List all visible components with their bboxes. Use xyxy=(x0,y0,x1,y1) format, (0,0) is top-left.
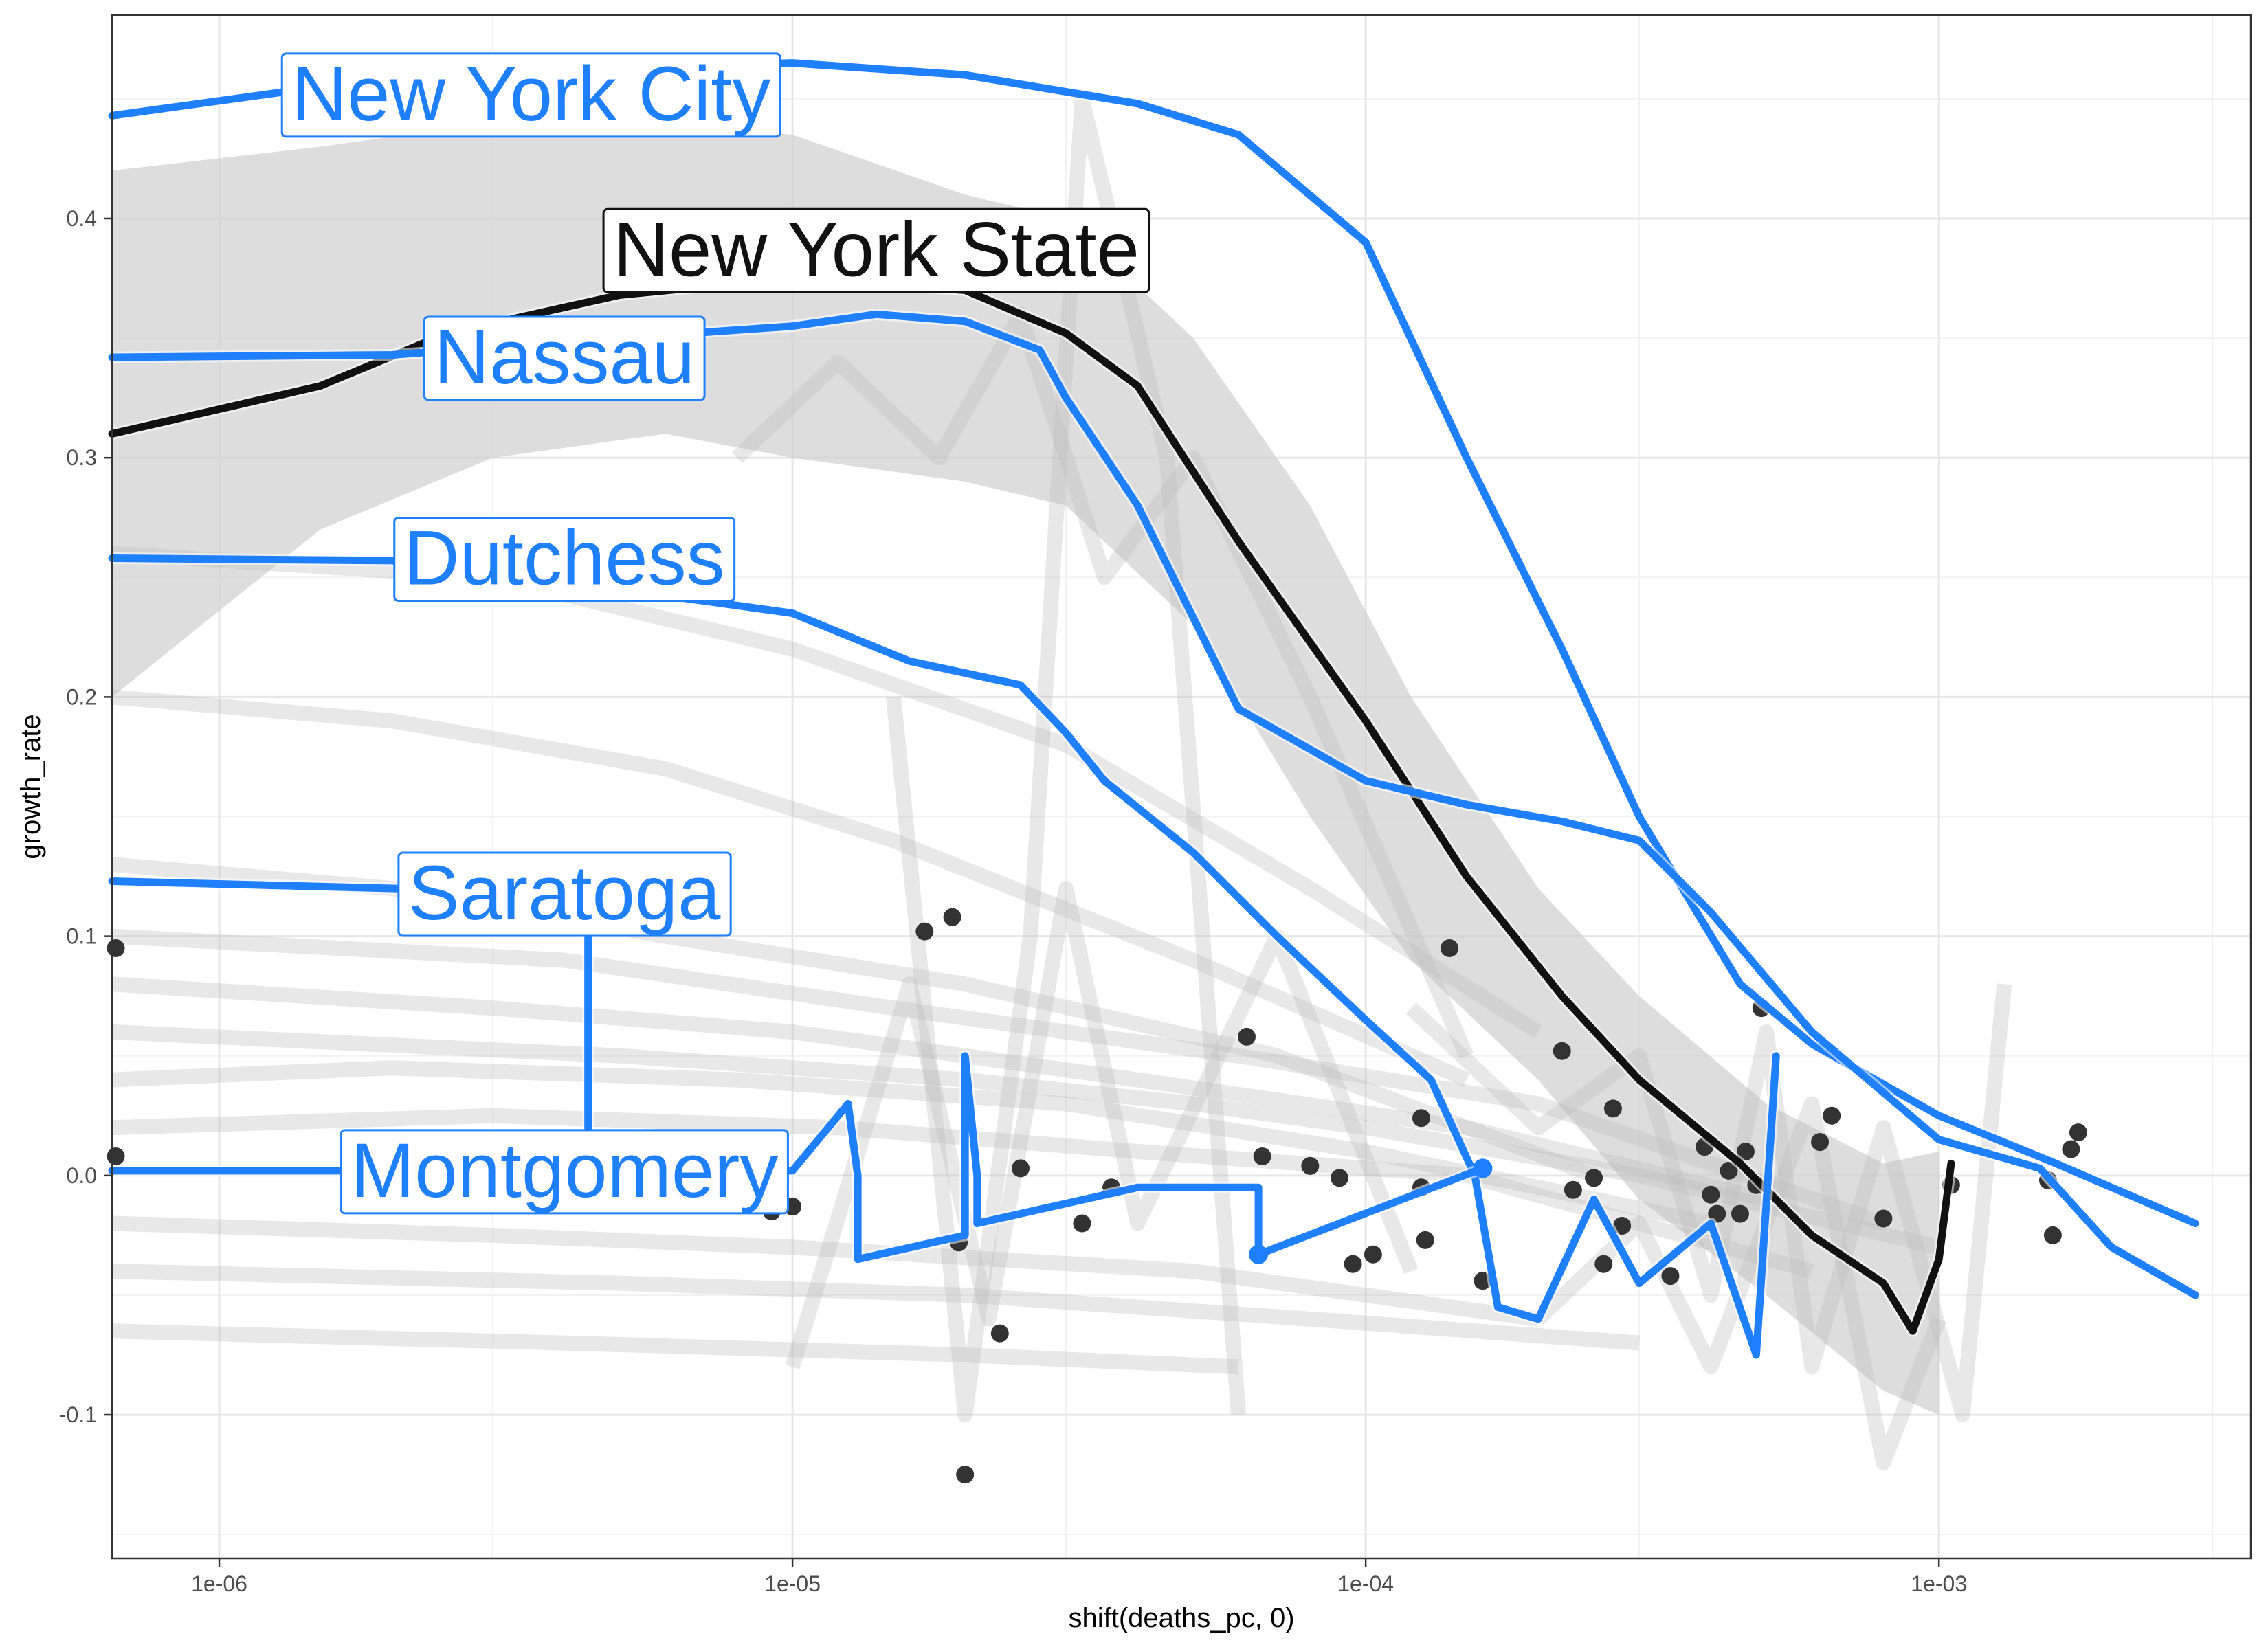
data-point xyxy=(1330,1169,1348,1187)
data-point xyxy=(990,1324,1009,1343)
y-tick-label: 0.3 xyxy=(67,445,97,470)
background-series-line xyxy=(111,1024,1941,1255)
data-point xyxy=(1594,1255,1613,1273)
series-label-text-nassau: Nassau xyxy=(434,314,695,400)
series-label-text-saratoga: Saratoga xyxy=(408,850,721,936)
series-label-nassau: Nassau xyxy=(423,314,706,401)
series-label-box-dutchess xyxy=(393,516,736,602)
data-point xyxy=(1344,1255,1362,1273)
y-tick-label: 0.2 xyxy=(67,684,97,709)
background-series-line xyxy=(111,1108,1814,1279)
series-label-box-new-york-state xyxy=(602,207,1150,293)
data-point xyxy=(1238,1027,1256,1046)
data-point xyxy=(1585,1169,1603,1187)
background-series-line xyxy=(111,1323,1239,1375)
series-label-text-montgomery: Montgomery xyxy=(351,1128,778,1213)
series-label-box-saratoga xyxy=(397,851,732,937)
x-tick-label: 1e-05 xyxy=(764,1571,821,1596)
background-series-line xyxy=(111,1264,1640,1351)
data-point xyxy=(1553,1042,1571,1060)
data-point xyxy=(1874,1209,1893,1228)
x-tick-label: 1e-03 xyxy=(1911,1571,1967,1596)
y-axis-title: growth_rate xyxy=(16,714,46,859)
series-line-new-york-state xyxy=(108,274,1955,1335)
data-point xyxy=(1441,939,1459,958)
data-point xyxy=(1736,1143,1755,1161)
data-point xyxy=(1823,1106,1841,1125)
background-series-line xyxy=(111,928,1887,1231)
data-point xyxy=(1661,1267,1680,1286)
series-line-nassau xyxy=(108,310,2199,1299)
y-tick-label: 0.4 xyxy=(67,206,97,231)
series-label-text-new-york-state: New York State xyxy=(613,206,1139,292)
data-point xyxy=(1603,1099,1622,1118)
series-endpoint-montgomery xyxy=(1249,1244,1269,1264)
series-line-montgomery xyxy=(108,1052,1487,1264)
x-tick-label: 1e-06 xyxy=(191,1571,247,1596)
data-point xyxy=(1012,1159,1030,1178)
background-series-line xyxy=(111,1215,1539,1327)
background-series-line xyxy=(731,306,1474,1059)
series-label-text-new-york-city: New York City xyxy=(291,51,770,137)
data-point xyxy=(1364,1245,1382,1264)
series-label-dutchess: Dutchess xyxy=(393,515,736,602)
background-series-line xyxy=(1405,983,2012,1423)
data-point xyxy=(1811,1133,1830,1152)
data-point xyxy=(1564,1180,1582,1199)
series-label-box-nassau xyxy=(423,315,706,401)
data-point xyxy=(2043,1226,2062,1244)
confidence-ribbon-layer xyxy=(112,122,1939,1415)
data-point xyxy=(1702,1185,1720,1204)
data-point xyxy=(1613,1216,1632,1235)
series-label-text-dutchess: Dutchess xyxy=(404,515,725,601)
series-label-box-new-york-city xyxy=(280,52,781,138)
y-tick-label: 0.0 xyxy=(67,1163,97,1188)
series-endpoint-montgomery xyxy=(1473,1158,1493,1178)
series-label-layer: New York City New York State Nassau Dutches… xyxy=(280,51,1150,1215)
series-label-montgomery: Montgomery xyxy=(340,1128,789,1215)
y-tick-label: -0.1 xyxy=(59,1402,97,1427)
axis-layer: 1e-06 1e-05 1e-04 1e-03 -0.1 0.0 0.1 0.2 0.3 0.4 xyxy=(59,206,1967,1596)
confidence-ribbon xyxy=(112,122,1939,1415)
data-point xyxy=(1416,1231,1434,1249)
data-point xyxy=(1720,1161,1738,1180)
data-point xyxy=(1731,1204,1749,1223)
data-point xyxy=(107,1147,125,1165)
data-point xyxy=(1253,1147,1271,1165)
data-point xyxy=(915,922,934,941)
series-line-dutchess xyxy=(108,554,1780,1359)
data-point xyxy=(2062,1140,2080,1158)
data-point xyxy=(2069,1123,2087,1142)
series-label-box-montgomery xyxy=(340,1129,789,1215)
x-tick-label: 1e-04 xyxy=(1337,1571,1394,1596)
background-series-line xyxy=(111,689,1470,1087)
panel-border xyxy=(111,14,2252,1560)
x-axis-title: shift(deaths_pc, 0) xyxy=(1068,1603,1294,1633)
series-label-new-york-city: New York City xyxy=(280,51,781,138)
data-point xyxy=(1412,1109,1430,1128)
data-point xyxy=(107,939,125,958)
series-label-saratoga: Saratoga xyxy=(397,850,732,937)
data-point xyxy=(1073,1214,1091,1233)
background-series-line xyxy=(886,91,1247,1423)
series-label-new-york-state: New York State xyxy=(602,206,1150,293)
data-point xyxy=(1301,1156,1320,1175)
data-point xyxy=(943,908,961,926)
background-series-layer xyxy=(111,91,2012,1470)
y-tick-label: 0.1 xyxy=(67,924,97,949)
background-series-line xyxy=(111,1060,1713,1231)
data-point xyxy=(956,1466,975,1484)
